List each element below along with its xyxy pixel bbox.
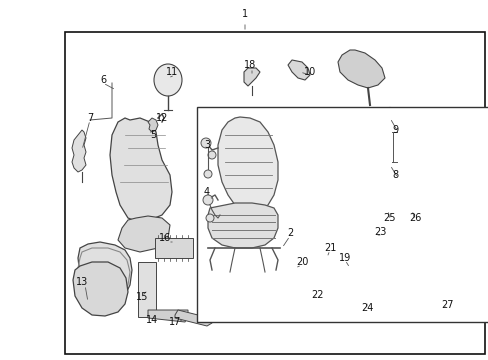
Text: 4: 4 — [203, 187, 210, 197]
Polygon shape — [321, 244, 331, 258]
Text: 9: 9 — [391, 125, 397, 135]
Polygon shape — [72, 130, 86, 172]
Bar — [155, 238, 193, 258]
Bar — [138, 262, 156, 317]
Text: 16: 16 — [159, 233, 171, 243]
Polygon shape — [148, 118, 158, 132]
Text: 14: 14 — [145, 315, 158, 325]
Text: 20: 20 — [295, 257, 307, 267]
Text: 27: 27 — [441, 300, 453, 310]
Text: 19: 19 — [338, 253, 350, 263]
Text: 10: 10 — [303, 67, 315, 77]
Polygon shape — [287, 60, 309, 80]
Circle shape — [205, 214, 214, 222]
Circle shape — [360, 302, 372, 314]
Text: 3: 3 — [203, 140, 210, 150]
Polygon shape — [110, 118, 172, 222]
Bar — [65, 32, 484, 354]
Text: 22: 22 — [311, 290, 324, 300]
Text: 2: 2 — [286, 228, 292, 238]
Text: 25: 25 — [383, 213, 395, 223]
Text: 23: 23 — [373, 227, 386, 237]
Circle shape — [203, 170, 212, 178]
Text: 21: 21 — [323, 243, 336, 253]
Polygon shape — [381, 205, 389, 218]
Text: 17: 17 — [168, 317, 181, 327]
Polygon shape — [207, 203, 278, 248]
Text: 24: 24 — [360, 303, 372, 313]
Polygon shape — [406, 205, 414, 218]
Polygon shape — [332, 257, 364, 290]
Polygon shape — [244, 68, 260, 86]
Text: 5: 5 — [149, 130, 156, 140]
Text: 6: 6 — [100, 75, 106, 85]
Ellipse shape — [154, 64, 182, 96]
Polygon shape — [337, 50, 384, 88]
Text: 18: 18 — [244, 60, 256, 70]
Polygon shape — [218, 117, 278, 212]
Text: 12: 12 — [156, 113, 168, 123]
Polygon shape — [175, 310, 212, 326]
Text: 7: 7 — [87, 113, 93, 123]
Text: 11: 11 — [165, 67, 178, 77]
Bar — [369, 228, 387, 238]
Text: 15: 15 — [136, 292, 148, 302]
Bar — [197, 107, 488, 322]
Polygon shape — [78, 242, 132, 302]
Text: 8: 8 — [391, 170, 397, 180]
Polygon shape — [305, 290, 323, 303]
Circle shape — [203, 195, 213, 205]
Polygon shape — [427, 298, 446, 314]
Polygon shape — [73, 262, 128, 316]
Polygon shape — [148, 310, 187, 322]
Text: 13: 13 — [76, 277, 88, 287]
Polygon shape — [118, 216, 170, 252]
Circle shape — [207, 151, 216, 159]
Polygon shape — [285, 262, 297, 278]
Text: 1: 1 — [242, 9, 247, 19]
Text: 26: 26 — [408, 213, 420, 223]
Circle shape — [201, 138, 210, 148]
